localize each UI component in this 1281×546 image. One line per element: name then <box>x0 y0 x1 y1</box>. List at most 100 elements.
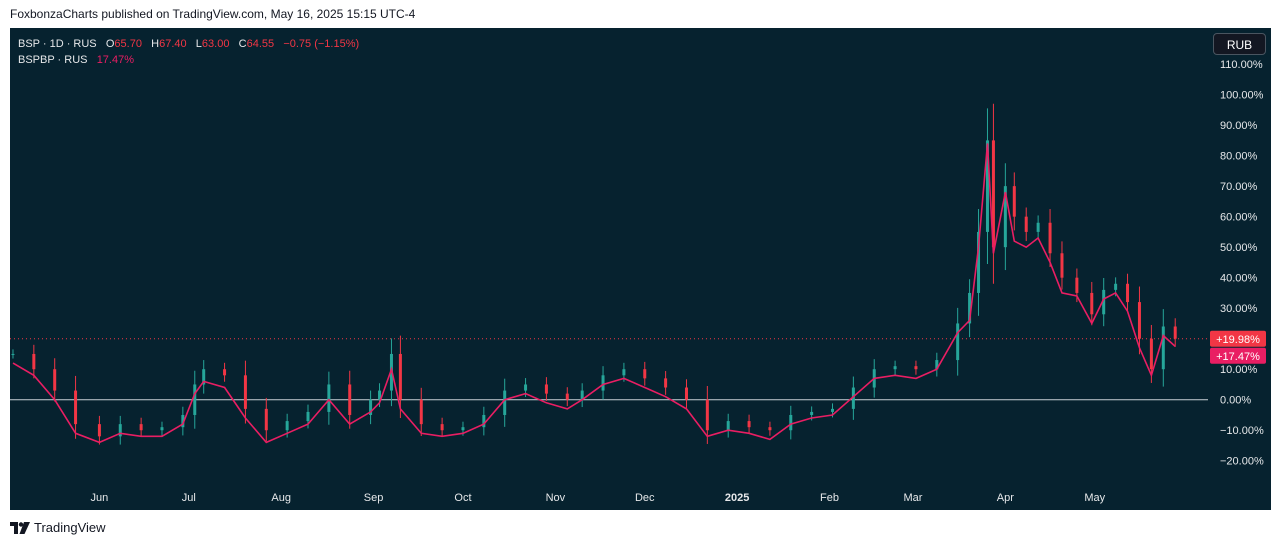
candle-body[interactable] <box>956 323 960 361</box>
candle-body[interactable] <box>53 369 57 391</box>
candle-body[interactable] <box>664 378 668 388</box>
candle-body[interactable] <box>348 384 352 415</box>
candle-body[interactable] <box>1060 253 1064 278</box>
currency-button[interactable]: RUB <box>1213 33 1266 55</box>
open-label: O <box>105 38 115 50</box>
candle-body[interactable] <box>369 399 373 415</box>
candle-body[interactable] <box>1126 283 1130 303</box>
last-value-badge <box>1210 347 1266 364</box>
x-tick-label: 2025 <box>725 492 749 504</box>
candle-body[interactable] <box>181 414 185 428</box>
candle-body[interactable] <box>11 353 15 355</box>
candle-body[interactable] <box>991 140 995 248</box>
candle-body[interactable] <box>544 384 548 394</box>
price-chart[interactable]: 110.00% 100.00% 90.00% 80.00% 70.00% 60.00% 50… <box>10 28 1271 510</box>
last-value-label: +19.98% <box>1216 334 1260 346</box>
x-tick-label: Sep <box>364 492 384 504</box>
candle-body[interactable] <box>139 424 143 431</box>
x-tick-label: Aug <box>271 492 291 504</box>
candle-body[interactable] <box>419 399 423 425</box>
candle-body[interactable] <box>601 375 605 391</box>
y-tick-label: 0.00% <box>1220 395 1251 407</box>
change-value: −0.75 (−1.15%) <box>283 38 360 50</box>
candle-body[interactable] <box>160 427 164 431</box>
x-tick-label: Oct <box>454 492 471 504</box>
y-tick-label: −10.00% <box>1220 425 1264 437</box>
legend-symbol[interactable]: BSP · 1D · RUS <box>18 38 97 50</box>
candle-body[interactable] <box>789 414 793 431</box>
candle-body[interactable] <box>1173 326 1177 339</box>
candle-body[interactable] <box>243 375 247 409</box>
footer-brand[interactable]: TradingView <box>10 520 106 535</box>
y-tick-label: 100.00% <box>1220 90 1264 102</box>
x-tick-label: May <box>1084 492 1105 504</box>
candle-body[interactable] <box>831 408 835 412</box>
candle-body[interactable] <box>1003 186 1007 248</box>
candle-body[interactable] <box>1036 222 1040 232</box>
candle-body[interactable] <box>622 369 626 376</box>
candle-body[interactable] <box>747 421 751 428</box>
candle-body[interactable] <box>810 411 814 415</box>
candle-body[interactable] <box>202 369 206 385</box>
candle-body[interactable] <box>193 384 197 415</box>
candle-body[interactable] <box>768 427 772 431</box>
candle-body[interactable] <box>1149 338 1153 370</box>
candle-body[interactable] <box>1090 292 1094 315</box>
candle-body[interactable] <box>285 421 289 431</box>
plot-background <box>10 28 1271 510</box>
candle-body[interactable] <box>726 421 730 431</box>
compare-series-line[interactable] <box>12 143 1176 444</box>
high-label: H <box>151 38 160 50</box>
candle-body[interactable] <box>851 387 855 409</box>
high-value: 67.40 <box>159 38 187 50</box>
candle-body[interactable] <box>440 424 444 431</box>
open-value: 65.70 <box>114 38 142 50</box>
candle-body[interactable] <box>74 390 78 425</box>
candle-body[interactable] <box>306 411 310 422</box>
candle-body[interactable] <box>977 231 981 293</box>
candle-body[interactable] <box>1012 186 1016 217</box>
candle-body[interactable] <box>1048 222 1052 254</box>
candle-body[interactable] <box>1161 326 1165 370</box>
x-tick-label: Feb <box>820 492 839 504</box>
candle-body[interactable] <box>461 427 465 431</box>
candle-body[interactable] <box>565 393 569 400</box>
candle-body[interactable] <box>1114 283 1118 290</box>
candle-body[interactable] <box>985 140 989 232</box>
candle-body[interactable] <box>32 353 36 370</box>
candle-body[interactable] <box>327 384 331 412</box>
low-value: 63.00 <box>201 38 230 50</box>
candle-body[interactable] <box>893 366 897 370</box>
candle-body[interactable] <box>97 424 101 437</box>
compare-symbol[interactable]: BSPBP · RUS <box>18 54 88 66</box>
candle-body[interactable] <box>264 408 268 431</box>
y-tick-label: −20.00% <box>1220 456 1264 468</box>
publisher-line: FoxbonzaCharts published on TradingView.… <box>10 7 416 21</box>
candle-body[interactable] <box>482 414 486 428</box>
candle-body[interactable] <box>684 387 688 400</box>
last-value-badge <box>1210 330 1266 347</box>
candle-body[interactable] <box>223 369 227 376</box>
candle-body[interactable] <box>643 369 647 379</box>
candle-body[interactable] <box>118 424 122 437</box>
candle-body[interactable] <box>1102 289 1106 315</box>
y-tick-label: 110.00% <box>1220 59 1263 71</box>
candle-body[interactable] <box>378 390 382 400</box>
candle-body[interactable] <box>1024 216 1028 232</box>
y-tick-label: 40.00% <box>1220 273 1258 285</box>
candle-body[interactable] <box>580 390 584 400</box>
candle-body[interactable] <box>968 292 972 324</box>
candle-body[interactable] <box>1075 277 1079 293</box>
y-tick-label: 90.00% <box>1220 120 1258 132</box>
candle-body[interactable] <box>914 366 918 370</box>
x-tick-label: Jul <box>182 492 196 504</box>
candle-body[interactable] <box>503 390 507 415</box>
candle-body[interactable] <box>705 399 709 431</box>
candle-body[interactable] <box>398 353 402 400</box>
candle-body[interactable] <box>1137 302 1141 339</box>
x-tick-label: Mar <box>903 492 922 504</box>
x-tick-label: Dec <box>635 492 655 504</box>
x-tick-label: Nov <box>546 492 566 504</box>
candle-body[interactable] <box>524 384 528 391</box>
candle-body[interactable] <box>935 360 939 370</box>
